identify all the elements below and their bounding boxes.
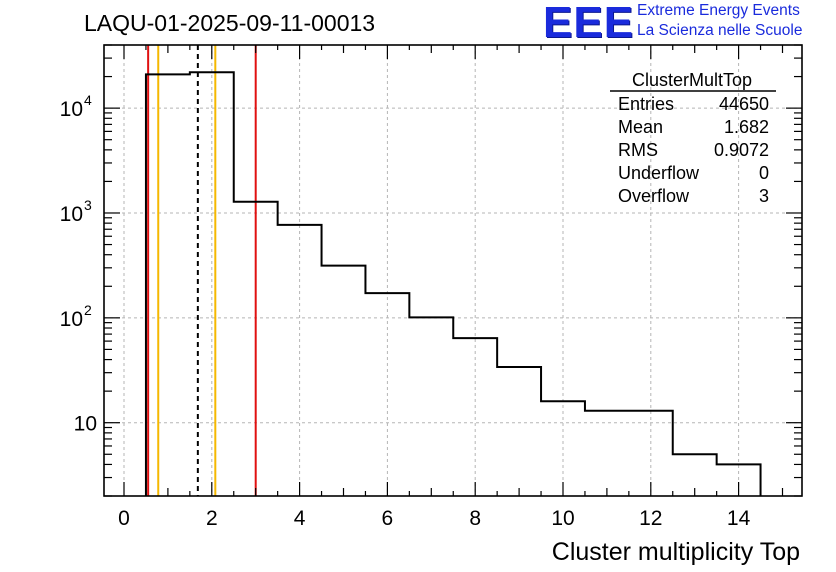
stats-value: 0 <box>759 163 769 183</box>
stats-label: Underflow <box>618 163 700 183</box>
stats-box: ClusterMultTop Entries 44650 Mean 1.682 RMS 0… <box>610 70 776 206</box>
x-tick-label: 4 <box>294 507 306 530</box>
stats-label: Entries <box>618 94 674 114</box>
logo-mark: EEE <box>543 0 635 47</box>
eee-logo: EEE Extreme Energy Events La Scienza nel… <box>543 0 833 46</box>
plot-frame <box>103 44 803 497</box>
x-tick-label: 6 <box>382 507 394 530</box>
logo-line-1: Extreme Energy Events <box>637 2 800 19</box>
x-tick-label: 12 <box>639 507 662 530</box>
chart-title: LAQU-01-2025-09-11-00013 <box>84 10 376 36</box>
stats-rows: Entries 44650 Mean 1.682 RMS 0.9072 Underflow 0… <box>618 94 769 206</box>
x-axis-label: Cluster multiplicity Top <box>552 538 800 566</box>
x-tick-label: 10 <box>551 507 574 530</box>
stats-value: 1.682 <box>724 117 769 137</box>
stats-value: 44650 <box>719 94 769 114</box>
grid-layer <box>104 45 802 496</box>
logo-line-2: La Scienza nelle Scuole <box>637 22 803 39</box>
stats-label: RMS <box>618 140 658 160</box>
stats-label: Overflow <box>618 186 690 206</box>
x-tick-label: 0 <box>118 507 130 530</box>
stats-label: Mean <box>618 117 663 137</box>
stats-value: 3 <box>759 186 769 206</box>
histogram-outline <box>144 71 762 496</box>
histogram-series <box>144 71 762 496</box>
y-tick-exponent: 4 <box>84 92 92 108</box>
x-tick-label: 2 <box>206 507 218 530</box>
y-tick-label: 10 <box>74 413 97 436</box>
stats-title: ClusterMultTop <box>632 70 752 90</box>
y-tick-exponent: 3 <box>84 197 92 213</box>
stats-value: 0.9072 <box>714 140 769 160</box>
x-tick-label: 14 <box>727 507 751 530</box>
y-tick-label: 10 <box>60 308 83 331</box>
x-tick-label: 8 <box>469 507 481 530</box>
y-tick-label: 10 <box>60 98 83 121</box>
vertical-markers <box>147 45 257 496</box>
y-tick-exponent: 2 <box>84 302 92 318</box>
y-tick-label: 10 <box>60 203 83 226</box>
